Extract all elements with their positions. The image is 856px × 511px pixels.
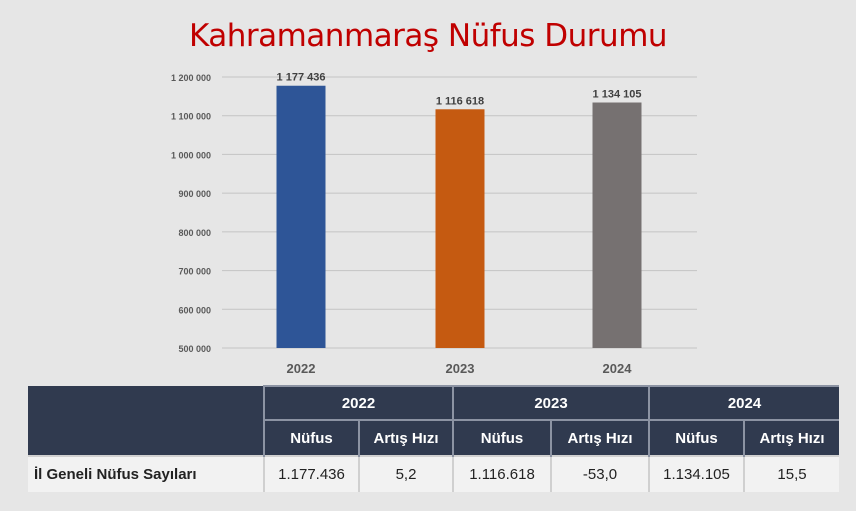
table-cell: 1.177.436 <box>264 455 360 492</box>
table-sub-header: Artış Hızı <box>359 419 454 456</box>
bar <box>592 102 642 349</box>
table-sub-header: Artış Hızı <box>551 419 650 456</box>
bar <box>435 109 485 348</box>
chart-title: Kahramanmaraş Nüfus Durumu <box>188 18 668 54</box>
y-tick-label: 800 000 <box>178 228 211 238</box>
data-label: 1 134 105 <box>593 89 642 101</box>
y-tick-label: 1 100 000 <box>171 112 211 122</box>
table-year-header: 2023 <box>453 385 650 420</box>
bar <box>276 85 326 349</box>
x-tick-label: 2022 <box>287 361 316 376</box>
y-tick-label: 500 000 <box>178 344 211 354</box>
table-cell: 1.134.105 <box>649 455 745 492</box>
table-sub-header: Nüfus <box>649 419 745 456</box>
table-row: İl Geneli Nüfus Sayıları 1.177.436 5,2 1… <box>28 455 839 492</box>
table-cell: -53,0 <box>551 455 650 492</box>
table-sub-header: Nüfus <box>264 419 360 456</box>
table-cell: 1.116.618 <box>453 455 552 492</box>
y-tick-label: 700 000 <box>178 267 211 277</box>
data-label: 1 116 618 <box>436 95 484 107</box>
table-sub-header: Artış Hızı <box>744 419 839 456</box>
y-tick-label: 1 200 000 <box>171 73 211 83</box>
y-tick-label: 1 000 000 <box>171 150 211 160</box>
y-tick-label: 600 000 <box>178 305 211 315</box>
bar-chart: 500 000 600 000 700 000 800 000 900 000 1 000… <box>171 72 697 376</box>
table-year-header: 2024 <box>649 385 839 420</box>
table-corner-cell <box>28 386 265 456</box>
y-tick-label: 900 000 <box>178 189 211 199</box>
population-table: 2022 2023 2024 Nüfus Artış Hızı Nüfus Ar… <box>28 385 839 492</box>
data-label: 1 177 436 <box>277 72 326 84</box>
table-cell: 5,2 <box>359 455 454 492</box>
x-tick-label: 2024 <box>603 361 633 376</box>
table-sub-header: Nüfus <box>453 419 552 456</box>
table-year-header: 2022 <box>264 385 454 420</box>
table-row-label: İl Geneli Nüfus Sayıları <box>28 455 265 492</box>
x-tick-label: 2023 <box>446 361 475 376</box>
table-cell: 15,5 <box>744 455 839 492</box>
